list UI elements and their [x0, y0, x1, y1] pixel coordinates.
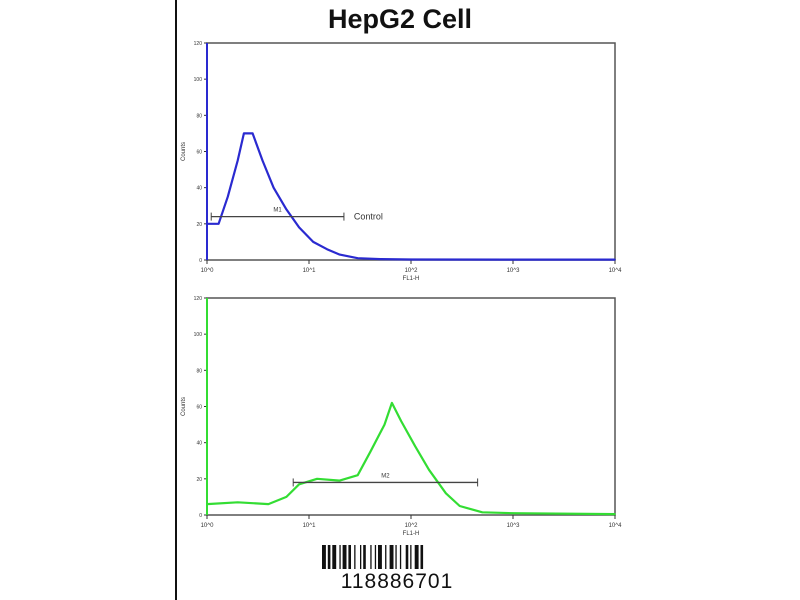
histogram-point — [369, 450, 372, 453]
histogram-point — [227, 195, 229, 198]
histogram-point — [251, 132, 254, 135]
y-tick-label: 40 — [196, 186, 202, 192]
y-tick-label: 80 — [196, 368, 202, 374]
histogram-point — [445, 492, 447, 495]
y-tick-label: 120 — [194, 296, 203, 302]
x-tick-label: 10^0 — [201, 268, 214, 274]
barcode-bar — [395, 545, 397, 569]
histogram-point — [298, 483, 300, 486]
y-tick-label: 100 — [194, 77, 203, 83]
histogram-point — [285, 496, 288, 498]
x-axis-label: FL1-H — [403, 276, 420, 282]
histogram-point — [512, 258, 514, 261]
barcode-bar — [399, 545, 402, 569]
x-axis-label: FL1-H — [403, 531, 420, 537]
marker-label: M2 — [381, 473, 390, 479]
histogram-point — [428, 468, 430, 471]
y-tick-label: 20 — [196, 477, 202, 483]
barcode-bar — [342, 545, 347, 569]
histogram-point — [236, 501, 239, 504]
histogram-point — [400, 420, 402, 422]
histogram-point — [285, 208, 288, 211]
barcode-bar — [339, 545, 341, 569]
barcode-bar — [410, 545, 412, 569]
histogram-point — [298, 226, 300, 229]
histogram-point — [236, 159, 239, 162]
histogram-point — [338, 253, 341, 256]
histogram-point — [383, 423, 386, 426]
barcode-bar — [348, 545, 351, 569]
histogram-point — [379, 258, 382, 260]
histogram-point — [272, 186, 275, 189]
y-tick-label: 0 — [199, 258, 202, 264]
y-tick-label: 120 — [194, 41, 203, 47]
x-tick-label: 10^1 — [303, 268, 316, 274]
barcode-bar — [354, 545, 356, 569]
barcode-bar — [378, 545, 382, 569]
histogram-point — [391, 402, 393, 404]
y-tick-label: 100 — [194, 332, 203, 338]
histogram-point — [261, 159, 264, 162]
y-tick-label: 0 — [199, 513, 202, 519]
barcode-bar — [389, 545, 394, 569]
title-text: HepG2 Cell — [327, 4, 473, 34]
barcode-bar — [360, 545, 362, 569]
histogram-point — [614, 513, 616, 515]
x-tick-label: 10^0 — [201, 523, 214, 529]
barcode-bar — [363, 545, 366, 569]
barcode-bar — [385, 545, 387, 569]
y-tick-label: 20 — [196, 222, 202, 228]
x-tick-label: 10^3 — [507, 523, 520, 529]
x-tick-label: 10^2 — [405, 268, 418, 274]
histogram-point — [410, 258, 412, 261]
x-tick-label: 10^2 — [405, 523, 418, 529]
left-border-line — [175, 0, 177, 600]
barcode-bar — [322, 545, 326, 569]
barcode-bar — [370, 545, 372, 569]
histogram-point — [512, 512, 514, 514]
histogram-point — [356, 474, 359, 477]
y-tick-label: 40 — [196, 441, 202, 447]
histogram-point — [414, 445, 417, 448]
histogram-point — [243, 132, 245, 135]
y-tick-label: 60 — [196, 150, 202, 156]
barcode-number: 118886701 — [340, 570, 454, 593]
marker-label: M1 — [273, 208, 282, 214]
x-tick-label: 10^3 — [507, 268, 520, 274]
y-axis-label: Counts — [181, 142, 187, 161]
barcode-bar — [405, 545, 409, 569]
histogram-line — [207, 132, 615, 261]
control-annotation: Control — [354, 212, 383, 222]
histogram-point — [458, 505, 461, 507]
y-tick-label: 60 — [196, 405, 202, 411]
histogram-point — [326, 248, 328, 250]
page-title: HepG2 Cell — [0, 4, 800, 35]
barcode-bar — [414, 545, 419, 569]
histogram-point — [217, 223, 220, 225]
histogram-panel-1: 10^0 10^1 10^2 10^3 10^4 0 20 40 60 80 100 120 FL1-H… — [181, 41, 622, 282]
histogram-point — [267, 503, 270, 505]
barcode-bar — [327, 545, 331, 569]
histogram-point — [338, 479, 341, 482]
y-tick-label: 80 — [196, 113, 202, 119]
barcode-bar — [420, 545, 424, 569]
histogram-point — [316, 478, 318, 480]
histogram-point — [356, 257, 359, 259]
x-tick-label: 10^1 — [303, 523, 316, 529]
y-axis-label: Counts — [181, 397, 187, 416]
histogram-panel-2: 10^0 10^1 10^2 10^3 10^4 0 20 40 60 80 100 120 FL1-H… — [181, 296, 622, 537]
histogram-point — [614, 258, 616, 261]
histogram-point — [481, 511, 484, 514]
barcode-bar — [374, 545, 377, 569]
histogram-point — [312, 241, 315, 243]
x-tick-label: 10^4 — [609, 268, 622, 274]
x-tick-label: 10^4 — [609, 523, 622, 529]
barcode-bar — [332, 545, 337, 569]
